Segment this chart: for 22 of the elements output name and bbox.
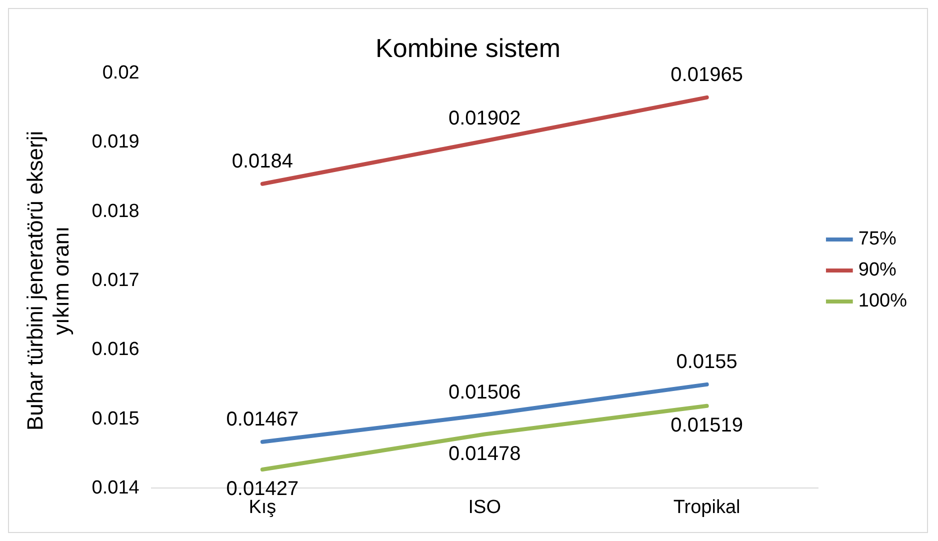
data-label: 0.01478 (448, 442, 521, 465)
data-label: 0.01519 (670, 414, 743, 436)
y-tick-label: 0.016 (92, 339, 140, 360)
x-tick-label: Tropikal (673, 496, 740, 518)
legend-label: 75% (858, 228, 897, 250)
y-axis-title: Buhar türbini jeneratörü ekserji yıkım oranı (22, 130, 74, 431)
data-label: 0.01506 (448, 381, 521, 404)
legend-label: 100% (858, 290, 908, 312)
y-tick-label: 0.014 (92, 477, 140, 498)
y-tick-label: 0.018 (92, 200, 140, 222)
data-label: 0.01467 (226, 408, 299, 430)
data-label: 0.0184 (232, 150, 294, 172)
x-tick-label: ISO (468, 496, 501, 518)
y-tick-label: 0.015 (92, 408, 140, 430)
legend-label: 90% (858, 260, 897, 281)
y-tick-label: 0.019 (92, 132, 140, 153)
data-label: 0.01902 (448, 108, 521, 130)
data-label: 0.0155 (676, 350, 738, 373)
y-tick-label: 0.017 (92, 270, 140, 291)
chart-title: Kombine sistem (376, 32, 560, 63)
data-label: 0.01965 (670, 64, 743, 86)
y-tick-label: 0.02 (102, 62, 140, 84)
